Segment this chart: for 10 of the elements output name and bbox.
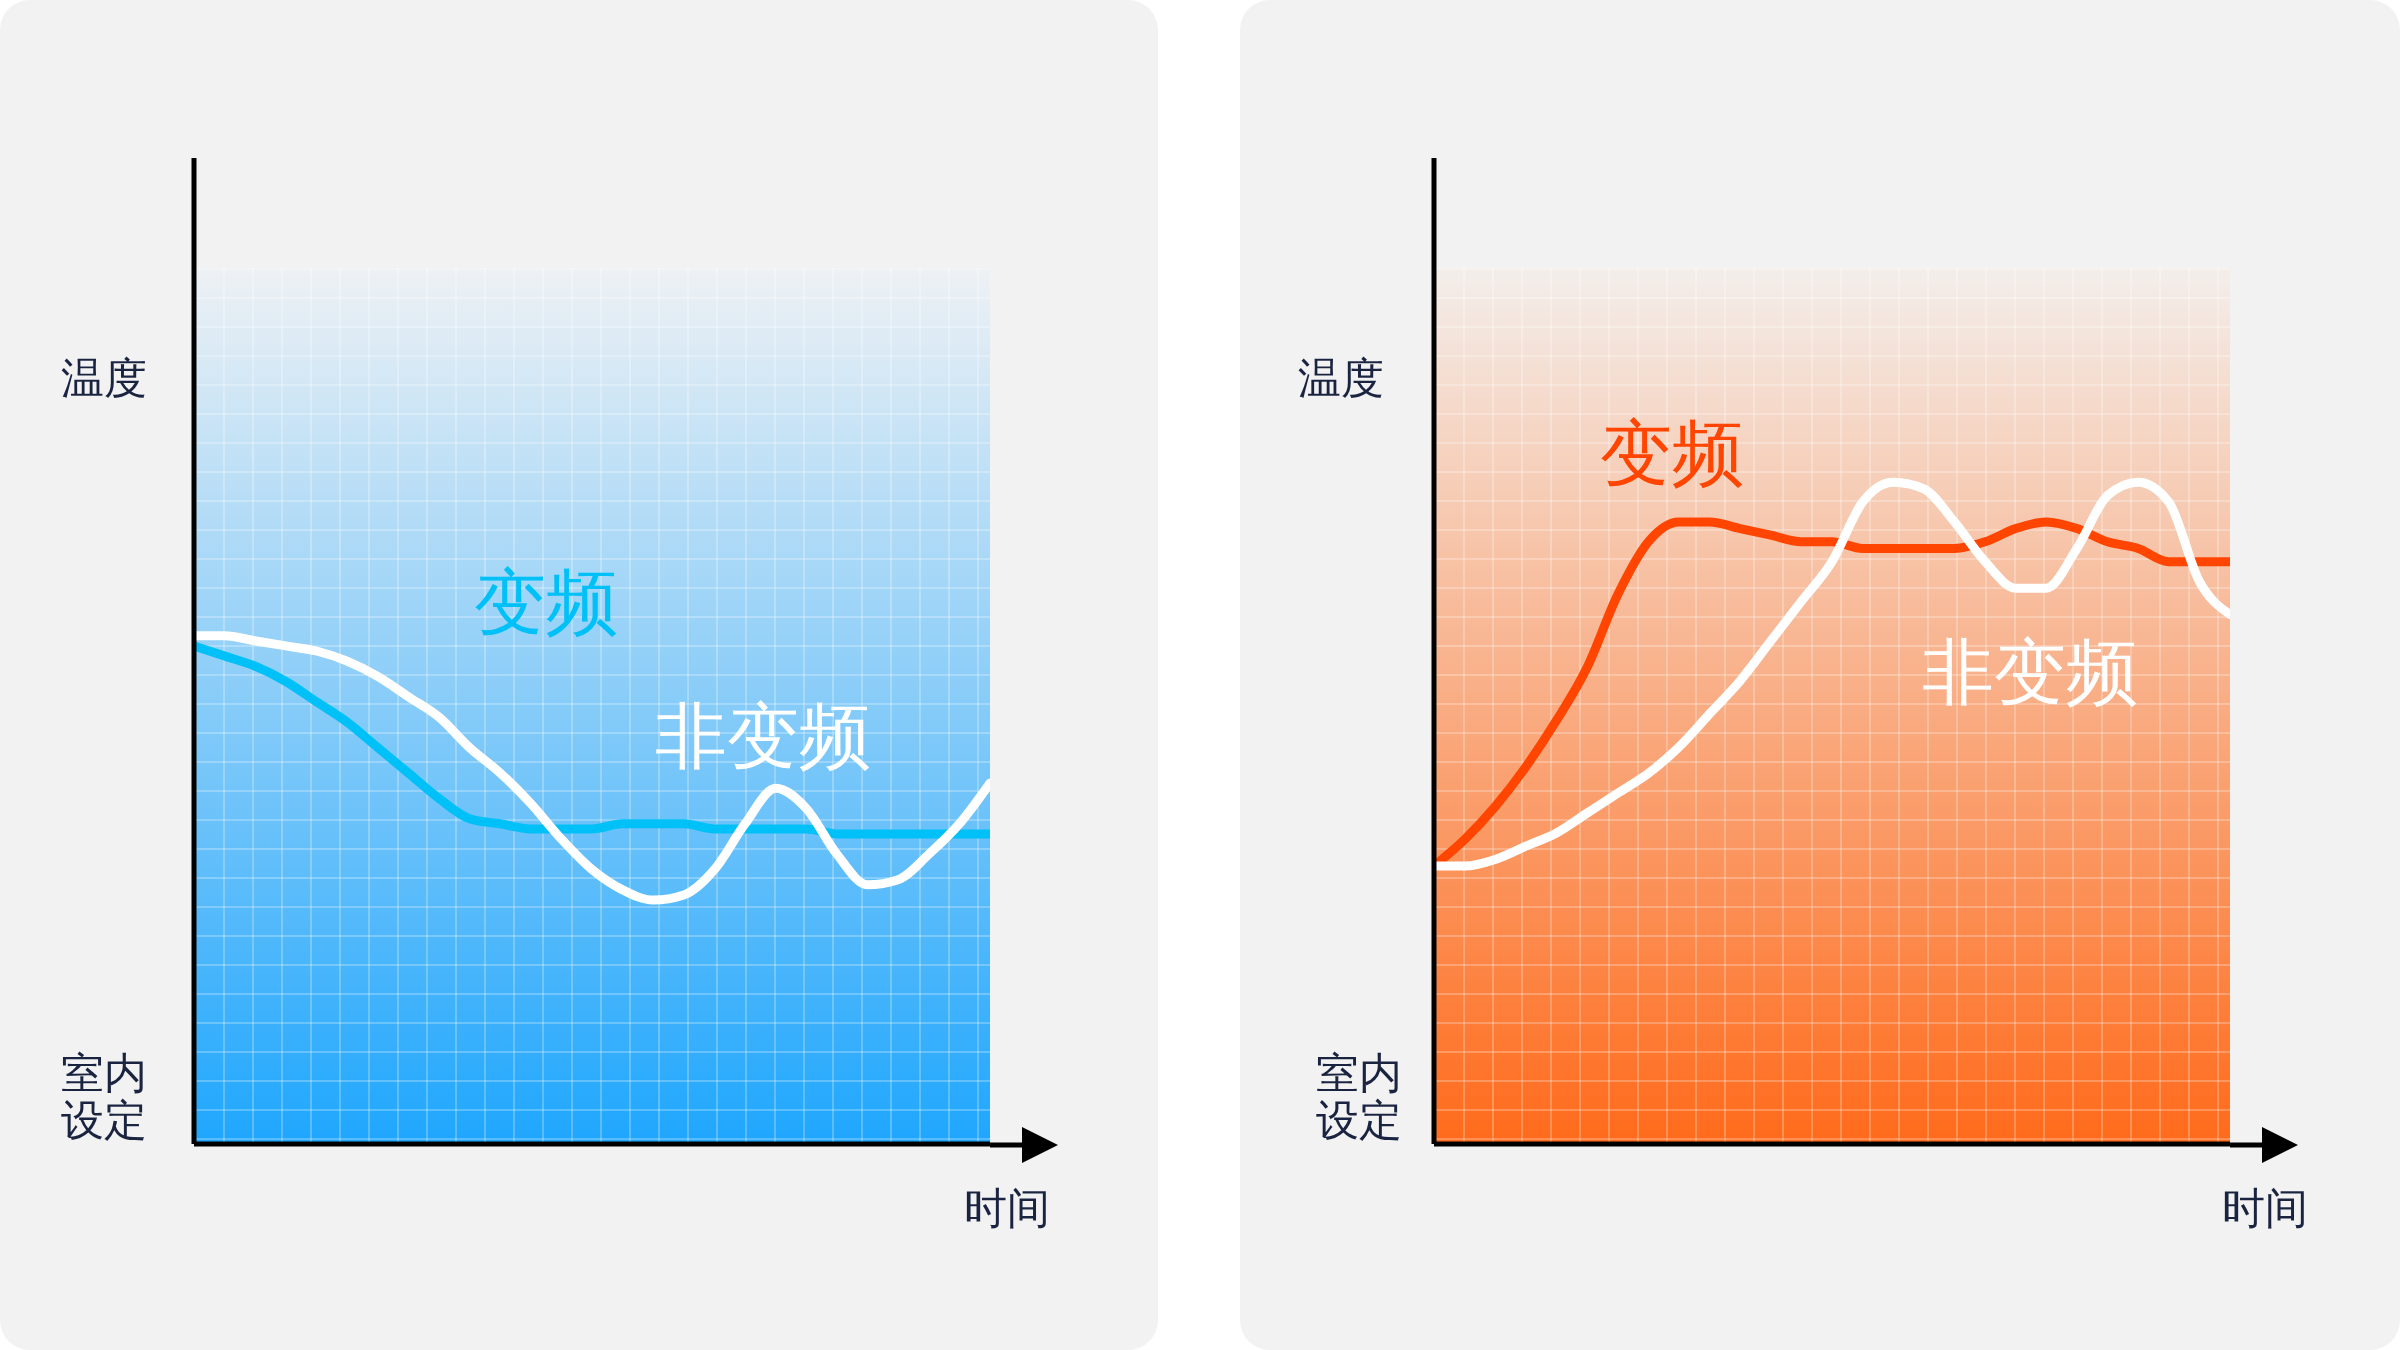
series-label: 变频	[1600, 410, 1744, 497]
series-label: 非变频	[1922, 629, 2138, 716]
y-axis-title: 温度	[1298, 353, 1384, 403]
x-axis-title: 时间	[964, 1183, 1050, 1233]
x-axis-title: 时间	[2222, 1183, 2308, 1233]
y-axis-title: 温度	[61, 353, 147, 403]
series-label: 非变频	[655, 693, 871, 780]
text: 室内设定	[61, 1048, 148, 1146]
series-label: 变频	[474, 559, 618, 646]
text: 室内设定	[1316, 1048, 1403, 1146]
